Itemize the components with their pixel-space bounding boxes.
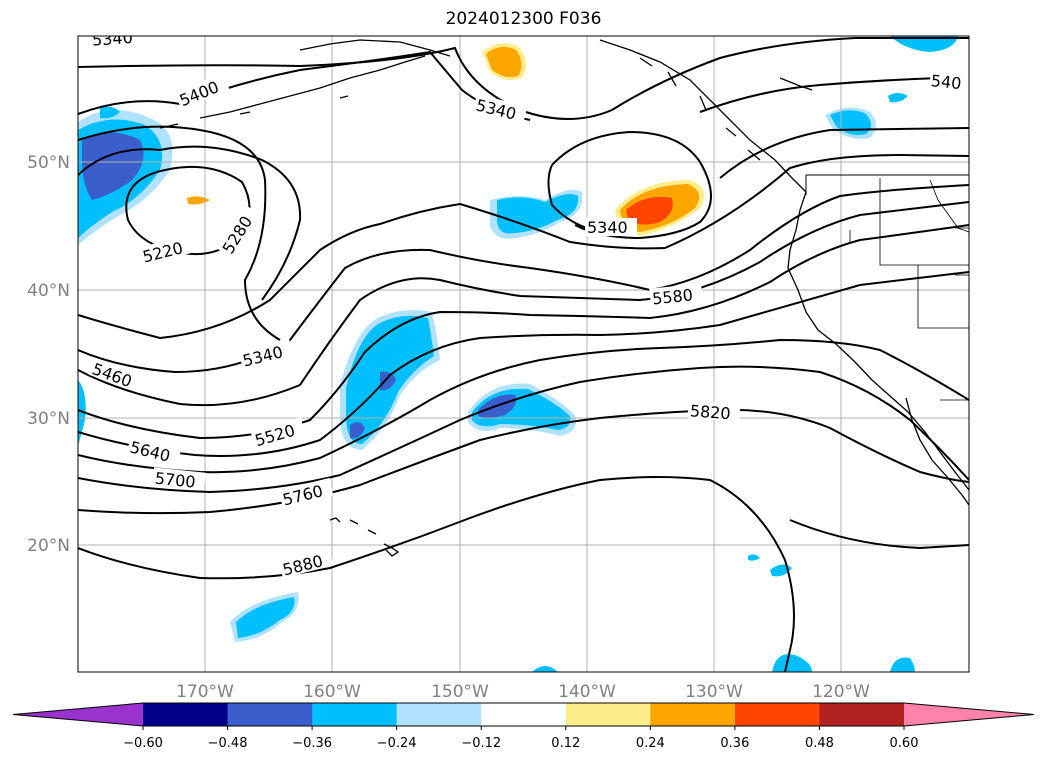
contour-line	[78, 145, 302, 301]
contour-label: 5640	[128, 437, 172, 465]
positive-anomaly-region	[626, 196, 673, 225]
colorbar-tick-label: 0.24	[636, 736, 665, 751]
contour-line	[78, 271, 969, 457]
latitude-label: 50°N	[27, 153, 70, 173]
contour-label: 5340	[241, 342, 285, 370]
longitude-label: 140°W	[558, 682, 616, 702]
contour-label: 5580	[651, 285, 693, 308]
contour-label: 5520	[253, 421, 297, 450]
colorbar-tick-label: 0.60	[890, 736, 919, 751]
contour-line	[551, 130, 712, 240]
contour-line	[699, 77, 969, 113]
contour-line	[719, 127, 969, 179]
colorbar-tick-label: −0.36	[292, 736, 332, 751]
negative-anomaly-region	[830, 110, 871, 135]
negative-anomaly-region	[380, 371, 396, 391]
colorbar-segment	[143, 703, 229, 726]
negative-anomaly-region	[772, 654, 812, 672]
negative-anomaly-region	[890, 36, 958, 52]
latitude-label: 30°N	[27, 409, 70, 429]
contour-line	[78, 201, 969, 407]
colorbar-segment	[734, 703, 820, 726]
negative-anomaly-region	[748, 554, 760, 561]
colorbar-segment	[396, 703, 482, 726]
negative-anomaly-region	[236, 597, 295, 638]
longitude-label: 130°W	[685, 682, 743, 702]
longitude-label: 160°W	[303, 682, 361, 702]
contour-line	[78, 50, 531, 121]
negative-anomaly-region	[497, 194, 579, 234]
contour-labels: 5340 5400 5220 5280 5340 5340 5340 540 5…	[88, 28, 969, 579]
longitude-label: 170°W	[176, 682, 234, 702]
contour-label: 5220	[141, 238, 185, 266]
contour-line	[78, 408, 969, 515]
contour-line	[78, 365, 969, 494]
longitude-label: 150°W	[431, 682, 489, 702]
colorbar-tick-label: 0.12	[551, 736, 580, 751]
contour-line	[78, 338, 969, 474]
colorbar-tick-label: 0.48	[805, 736, 834, 751]
positive-anomaly-region	[187, 196, 210, 205]
contour-line	[78, 184, 969, 374]
shading-layer	[78, 36, 958, 672]
contour-label: 5460	[90, 359, 135, 391]
colorbar-tick-label: −0.24	[377, 736, 417, 751]
colorbar-tick-label: −0.48	[208, 736, 248, 751]
colorbar-extend-high	[904, 703, 1034, 726]
positive-anomaly-region	[486, 46, 522, 78]
contour-line	[78, 476, 795, 672]
contour-label: 5280	[218, 213, 256, 258]
colorbar-segment	[819, 703, 905, 726]
colorbar-segment	[650, 703, 736, 726]
contour-label: 5340	[474, 95, 518, 123]
graticule	[78, 36, 969, 672]
colorbar-tick-label: −0.60	[123, 736, 163, 751]
latitude-label: 40°N	[27, 281, 70, 301]
longitude-label: 120°W	[812, 682, 870, 702]
contour-label: 540	[930, 71, 962, 93]
negative-anomaly-region	[532, 666, 558, 672]
negative-anomaly-region	[890, 657, 915, 672]
contour-label: 5820	[689, 401, 731, 423]
height-contours	[78, 37, 969, 672]
map-frame	[77, 35, 970, 673]
colorbar-tick-label: −0.12	[461, 736, 501, 751]
latitude-label: 20°N	[27, 536, 70, 556]
colorbar-tick-label: 0.36	[720, 736, 749, 751]
contour-label: 5400	[177, 77, 222, 110]
contour-line	[78, 224, 969, 440]
colorbar-segment	[565, 703, 651, 726]
negative-anomaly-region	[888, 93, 908, 103]
contour-line	[78, 153, 969, 340]
contour-line	[78, 125, 281, 341]
colorbar-segment	[481, 703, 567, 726]
negative-anomaly-region	[100, 106, 120, 119]
colorbar: −0.60 −0.48 −0.36 −0.24 −0.12 0.12 0.24 0.36 0.4…	[12, 702, 1035, 751]
negative-anomaly-region	[82, 132, 144, 200]
contour-label: 5340	[91, 28, 133, 50]
contour-line	[789, 519, 969, 550]
colorbar-segment	[227, 703, 313, 726]
contour-label: 5880	[281, 551, 325, 579]
map-title: 2024012300 F036	[445, 9, 602, 29]
contour-label: 5700	[154, 469, 196, 492]
negative-anomaly-region	[350, 422, 365, 439]
contour-line	[547, 164, 601, 233]
colorbar-segment	[312, 703, 398, 726]
contour-label: 5340	[587, 218, 628, 237]
colorbar-extend-low	[13, 703, 143, 726]
